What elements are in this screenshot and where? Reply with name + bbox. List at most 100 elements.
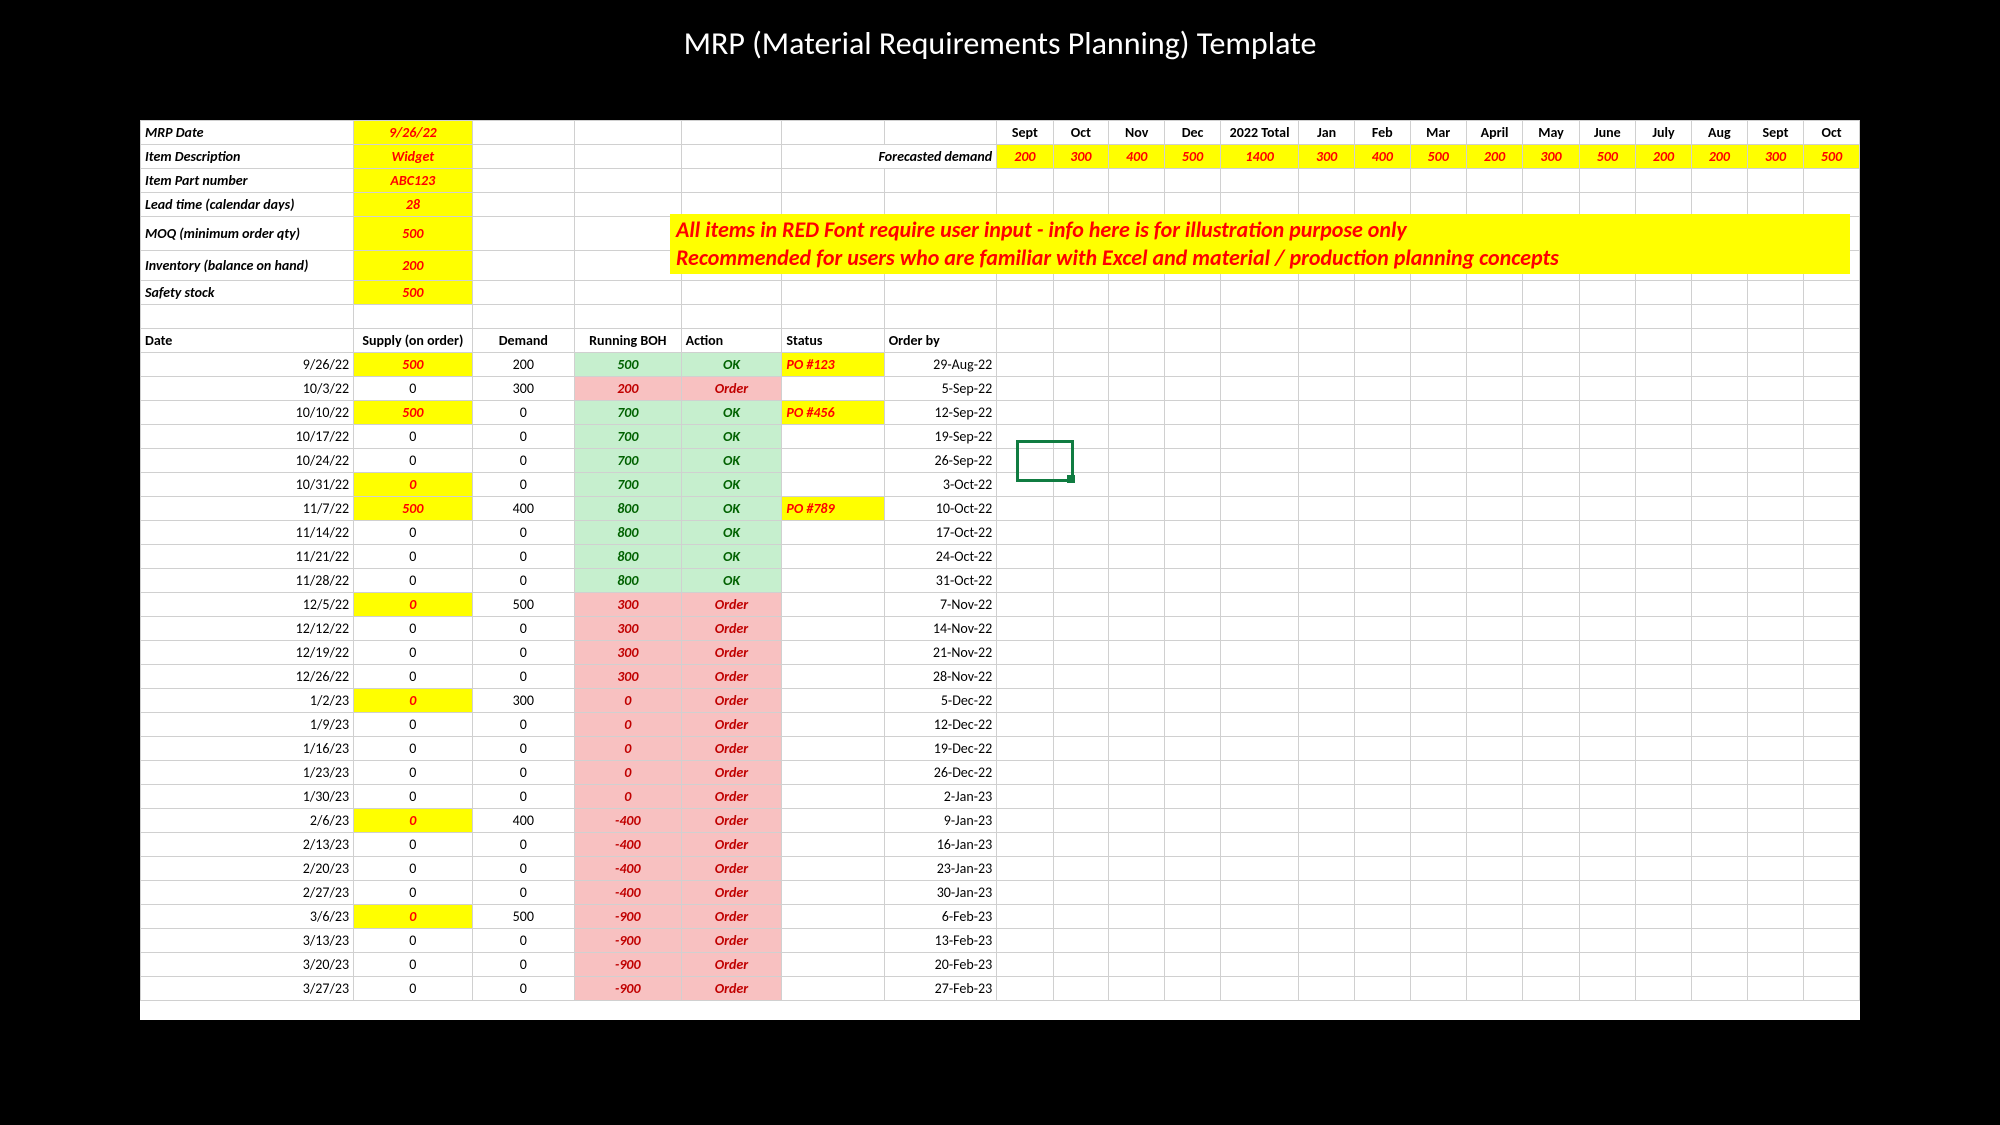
orderby-cell[interactable]: 28-Nov-22 bbox=[884, 665, 996, 689]
demand-cell[interactable]: 0 bbox=[472, 929, 574, 953]
date-cell[interactable]: 11/28/22 bbox=[141, 569, 354, 593]
demand-cell[interactable]: 0 bbox=[472, 569, 574, 593]
supply-cell[interactable]: 0 bbox=[354, 761, 473, 785]
date-cell[interactable]: 3/13/23 bbox=[141, 929, 354, 953]
demand-cell[interactable]: 0 bbox=[472, 545, 574, 569]
status-cell[interactable] bbox=[782, 905, 884, 929]
forecast-cell[interactable]: 500 bbox=[1410, 145, 1466, 169]
action-cell[interactable]: Order bbox=[681, 785, 782, 809]
status-cell[interactable] bbox=[782, 881, 884, 905]
demand-cell[interactable]: 0 bbox=[472, 449, 574, 473]
status-cell[interactable] bbox=[782, 545, 884, 569]
orderby-cell[interactable]: 19-Dec-22 bbox=[884, 737, 996, 761]
orderby-cell[interactable]: 17-Oct-22 bbox=[884, 521, 996, 545]
status-cell[interactable] bbox=[782, 665, 884, 689]
boh-cell[interactable]: 0 bbox=[575, 713, 682, 737]
orderby-cell[interactable]: 27-Feb-23 bbox=[884, 977, 996, 1001]
demand-cell[interactable]: 0 bbox=[472, 737, 574, 761]
forecast-cell[interactable]: 200 bbox=[1691, 145, 1747, 169]
status-cell[interactable] bbox=[782, 377, 884, 401]
date-cell[interactable]: 3/27/23 bbox=[141, 977, 354, 1001]
demand-cell[interactable]: 0 bbox=[472, 617, 574, 641]
date-cell[interactable]: 10/17/22 bbox=[141, 425, 354, 449]
action-cell[interactable]: OK bbox=[681, 521, 782, 545]
orderby-cell[interactable]: 23-Jan-23 bbox=[884, 857, 996, 881]
date-cell[interactable]: 1/2/23 bbox=[141, 689, 354, 713]
action-cell[interactable]: Order bbox=[681, 881, 782, 905]
orderby-cell[interactable]: 14-Nov-22 bbox=[884, 617, 996, 641]
demand-cell[interactable]: 0 bbox=[472, 641, 574, 665]
boh-cell[interactable]: -900 bbox=[575, 953, 682, 977]
demand-cell[interactable]: 0 bbox=[472, 881, 574, 905]
boh-cell[interactable]: 800 bbox=[575, 521, 682, 545]
boh-cell[interactable]: 200 bbox=[575, 377, 682, 401]
orderby-cell[interactable]: 30-Jan-23 bbox=[884, 881, 996, 905]
boh-cell[interactable]: 0 bbox=[575, 761, 682, 785]
boh-cell[interactable]: -900 bbox=[575, 977, 682, 1001]
status-cell[interactable] bbox=[782, 809, 884, 833]
date-cell[interactable]: 1/9/23 bbox=[141, 713, 354, 737]
boh-cell[interactable]: 700 bbox=[575, 449, 682, 473]
boh-cell[interactable]: -900 bbox=[575, 929, 682, 953]
boh-cell[interactable]: 700 bbox=[575, 401, 682, 425]
forecast-cell[interactable]: 200 bbox=[1636, 145, 1692, 169]
date-cell[interactable]: 12/26/22 bbox=[141, 665, 354, 689]
orderby-cell[interactable]: 13-Feb-23 bbox=[884, 929, 996, 953]
action-cell[interactable]: Order bbox=[681, 929, 782, 953]
forecast-cell[interactable]: 1400 bbox=[1220, 145, 1298, 169]
date-cell[interactable]: 1/16/23 bbox=[141, 737, 354, 761]
orderby-cell[interactable]: 10-Oct-22 bbox=[884, 497, 996, 521]
demand-cell[interactable]: 0 bbox=[472, 401, 574, 425]
demand-cell[interactable]: 0 bbox=[472, 521, 574, 545]
cell-selection[interactable] bbox=[1016, 440, 1074, 482]
status-cell[interactable] bbox=[782, 569, 884, 593]
supply-cell[interactable]: 0 bbox=[354, 737, 473, 761]
orderby-cell[interactable]: 12-Sep-22 bbox=[884, 401, 996, 425]
status-cell[interactable] bbox=[782, 737, 884, 761]
date-cell[interactable]: 2/13/23 bbox=[141, 833, 354, 857]
forecast-cell[interactable]: 500 bbox=[1165, 145, 1221, 169]
boh-cell[interactable]: -400 bbox=[575, 833, 682, 857]
demand-cell[interactable]: 0 bbox=[472, 785, 574, 809]
status-cell[interactable] bbox=[782, 449, 884, 473]
action-cell[interactable]: Order bbox=[681, 713, 782, 737]
demand-cell[interactable]: 0 bbox=[472, 857, 574, 881]
demand-cell[interactable]: 0 bbox=[472, 665, 574, 689]
supply-cell[interactable]: 0 bbox=[354, 545, 473, 569]
inv-value[interactable]: 200 bbox=[354, 251, 473, 281]
action-cell[interactable]: OK bbox=[681, 401, 782, 425]
status-cell[interactable]: PO #789 bbox=[782, 497, 884, 521]
demand-cell[interactable]: 0 bbox=[472, 761, 574, 785]
demand-cell[interactable]: 0 bbox=[472, 425, 574, 449]
mrp-date-value[interactable]: 9/26/22 bbox=[354, 121, 473, 145]
supply-cell[interactable]: 500 bbox=[354, 497, 473, 521]
orderby-cell[interactable]: 7-Nov-22 bbox=[884, 593, 996, 617]
action-cell[interactable]: Order bbox=[681, 641, 782, 665]
action-cell[interactable]: Order bbox=[681, 617, 782, 641]
action-cell[interactable]: OK bbox=[681, 425, 782, 449]
demand-cell[interactable]: 0 bbox=[472, 953, 574, 977]
date-cell[interactable]: 3/20/23 bbox=[141, 953, 354, 977]
status-cell[interactable] bbox=[782, 425, 884, 449]
action-cell[interactable]: Order bbox=[681, 689, 782, 713]
boh-cell[interactable]: 0 bbox=[575, 737, 682, 761]
status-cell[interactable] bbox=[782, 833, 884, 857]
orderby-cell[interactable]: 9-Jan-23 bbox=[884, 809, 996, 833]
supply-cell[interactable]: 0 bbox=[354, 953, 473, 977]
spreadsheet-area[interactable]: MRP Date 9/26/22 Sept Oct Nov Dec 2022 T… bbox=[140, 120, 1860, 1020]
boh-cell[interactable]: 0 bbox=[575, 689, 682, 713]
boh-cell[interactable]: 800 bbox=[575, 545, 682, 569]
supply-cell[interactable]: 0 bbox=[354, 593, 473, 617]
moq-value[interactable]: 500 bbox=[354, 217, 473, 251]
action-cell[interactable]: Order bbox=[681, 665, 782, 689]
date-cell[interactable]: 12/5/22 bbox=[141, 593, 354, 617]
status-cell[interactable] bbox=[782, 473, 884, 497]
date-cell[interactable]: 11/14/22 bbox=[141, 521, 354, 545]
action-cell[interactable]: Order bbox=[681, 953, 782, 977]
supply-cell[interactable]: 0 bbox=[354, 617, 473, 641]
boh-cell[interactable]: -900 bbox=[575, 905, 682, 929]
date-cell[interactable]: 11/21/22 bbox=[141, 545, 354, 569]
boh-cell[interactable]: 800 bbox=[575, 497, 682, 521]
action-cell[interactable]: Order bbox=[681, 833, 782, 857]
orderby-cell[interactable]: 26-Dec-22 bbox=[884, 761, 996, 785]
